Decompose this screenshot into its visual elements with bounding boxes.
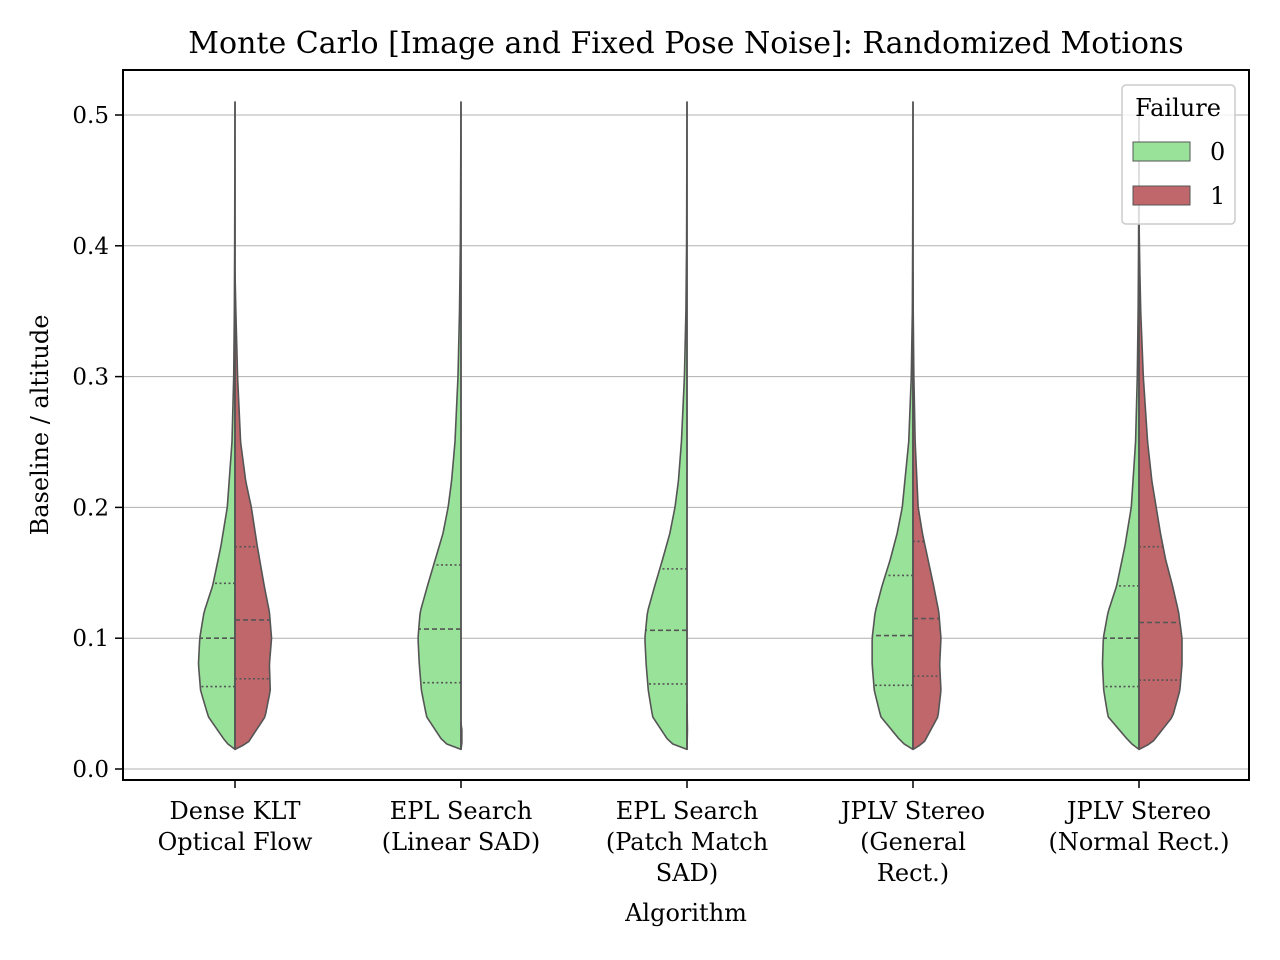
legend-swatch-1 bbox=[1132, 185, 1191, 206]
x-axis-label: Algorithm bbox=[624, 899, 747, 927]
x-tick-label-line: Rect.) bbox=[877, 859, 949, 887]
y-tick-label-2: 0.2 bbox=[72, 495, 109, 521]
y-axis-ticks: 0.0 0.1 0.2 0.3 0.4 0.5 bbox=[72, 103, 123, 783]
y-tick-label-4: 0.4 bbox=[72, 234, 109, 260]
chart-title: Monte Carlo [Image and Fixed Pose Noise]… bbox=[188, 26, 1183, 61]
legend-label-0: 0 bbox=[1210, 138, 1225, 166]
x-tick-label-line: (Patch Match bbox=[606, 828, 768, 856]
plot-frame bbox=[122, 69, 1250, 781]
x-tick-label-line: (Normal Rect.) bbox=[1048, 828, 1229, 856]
violin-3-right bbox=[912, 271, 942, 751]
legend-swatch-0 bbox=[1132, 141, 1191, 162]
x-tick-label-line: JPLV Stereo bbox=[1064, 797, 1211, 825]
x-tick-label-line: JPLV Stereo bbox=[838, 797, 985, 825]
x-tick-label-line: Optical Flow bbox=[158, 828, 313, 856]
x-tick-label-line: SAD) bbox=[656, 859, 718, 887]
y-axis-label: Baseline / altitude bbox=[26, 315, 54, 536]
x-tick-label-0: Dense KLT Optical Flow bbox=[158, 797, 313, 856]
x-tick-label-line: EPL Search bbox=[616, 797, 759, 825]
legend-title: Failure bbox=[1135, 94, 1221, 122]
violin-1-left bbox=[417, 101, 462, 751]
violin-2-left bbox=[644, 101, 688, 751]
x-tick-label-2: EPL Search (Patch Match SAD) bbox=[606, 797, 768, 887]
y-tick-label-1: 0.1 bbox=[72, 626, 109, 652]
legend: Failure 0 1 bbox=[1121, 84, 1236, 225]
y-tick-label-3: 0.3 bbox=[72, 365, 109, 391]
y-tick-label-0: 0.0 bbox=[72, 757, 109, 783]
violin-plots bbox=[197, 101, 1183, 751]
x-tick-label-3: JPLV Stereo (General Rect.) bbox=[838, 797, 985, 887]
x-tick-label-1: EPL Search (Linear SAD) bbox=[382, 797, 540, 856]
y-tick-label-5: 0.5 bbox=[72, 103, 109, 129]
violin-4-right bbox=[1138, 218, 1183, 751]
x-tick-label-line: (Linear SAD) bbox=[382, 828, 540, 856]
violin-3-left bbox=[871, 101, 914, 751]
violin-0-right bbox=[234, 271, 273, 751]
violin-0-left bbox=[197, 101, 236, 751]
x-axis-ticks: Dense KLT Optical Flow EPL Search (Linear S… bbox=[158, 780, 1230, 887]
x-tick-label-line: Dense KLT bbox=[170, 797, 301, 825]
legend-label-1: 1 bbox=[1210, 182, 1225, 210]
x-tick-label-line: EPL Search bbox=[390, 797, 533, 825]
x-tick-label-line: (General bbox=[860, 828, 966, 856]
x-tick-label-4: JPLV Stereo (Normal Rect.) bbox=[1048, 797, 1229, 856]
